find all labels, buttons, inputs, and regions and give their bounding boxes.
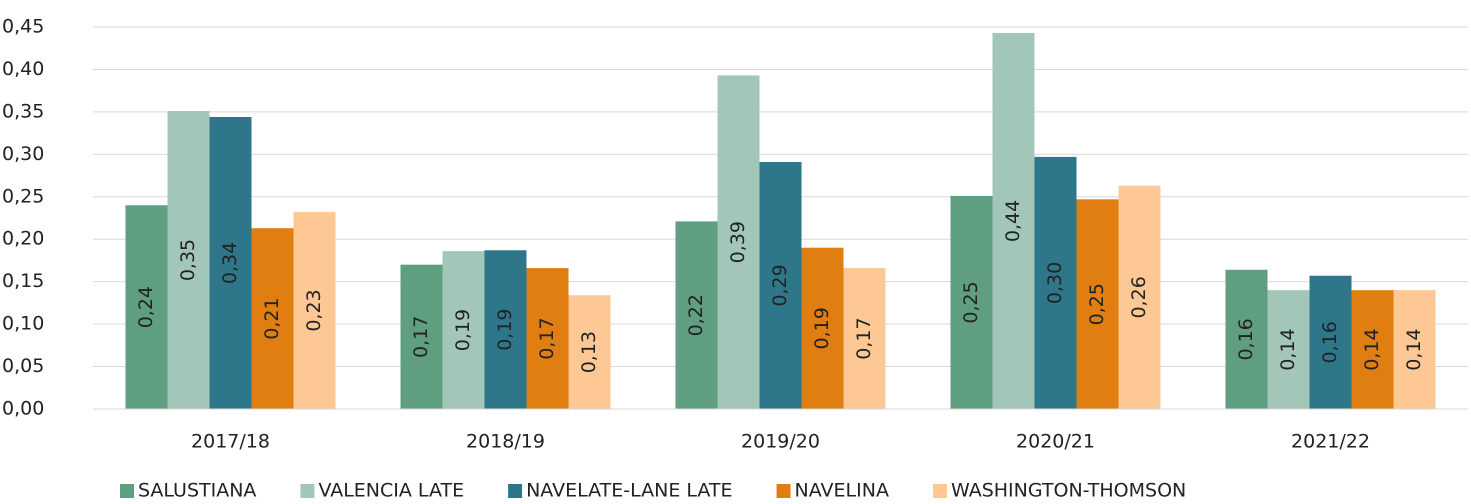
data-label: 0,19 — [811, 307, 833, 349]
x-tick-label: 2021/22 — [1291, 431, 1370, 453]
bar — [293, 212, 336, 409]
bar — [1267, 290, 1310, 409]
x-tick-label: 2019/20 — [741, 431, 820, 453]
data-label: 0,16 — [1235, 318, 1257, 360]
data-label: 0,26 — [1128, 276, 1150, 318]
y-tick-label: 0,45 — [2, 16, 44, 38]
data-label: 0,44 — [1002, 200, 1024, 242]
legend-label: NAVELINA — [795, 480, 889, 502]
data-label: 0,19 — [452, 309, 474, 351]
y-tick-label: 0,35 — [2, 100, 44, 122]
data-label: 0,34 — [219, 242, 241, 284]
data-label: 0,17 — [853, 317, 875, 359]
data-label: 0,14 — [1277, 328, 1299, 370]
bar — [526, 268, 569, 409]
bar — [125, 205, 168, 409]
data-label: 0,23 — [303, 289, 325, 331]
legend-swatch — [508, 484, 523, 498]
legend-label: SALUSTIANA — [138, 480, 256, 502]
data-label: 0,19 — [494, 308, 516, 350]
bar — [843, 268, 886, 409]
y-tick-label: 0,20 — [2, 228, 44, 250]
data-label: 0,21 — [261, 297, 283, 339]
data-label: 0,22 — [685, 294, 707, 336]
legend-swatch — [932, 484, 947, 498]
data-label: 0,25 — [1086, 283, 1108, 325]
legend-swatch — [300, 484, 315, 498]
legend-swatch — [776, 484, 791, 498]
data-label: 0,17 — [410, 316, 432, 358]
bar — [759, 161, 802, 409]
data-label: 0,25 — [960, 281, 982, 323]
legend-label: WASHINGTON-THOMSON — [951, 480, 1186, 502]
y-tick-label: 0,25 — [2, 185, 44, 207]
bar — [675, 221, 718, 409]
bar — [1118, 185, 1161, 409]
data-label: 0,14 — [1361, 328, 1383, 370]
data-label: 0,35 — [177, 239, 199, 281]
y-tick-label: 0,00 — [2, 398, 44, 420]
y-tick-label: 0,05 — [2, 355, 44, 377]
data-label: 0,14 — [1403, 328, 1425, 370]
bar — [1034, 156, 1077, 409]
data-label: 0,29 — [769, 264, 791, 306]
data-label: 0,17 — [536, 317, 558, 359]
bar — [992, 32, 1035, 409]
bar — [1393, 290, 1436, 409]
bar — [801, 247, 844, 409]
legend-label: NAVELATE-LANE LATE — [526, 480, 732, 502]
x-tick-label: 2020/21 — [1016, 431, 1095, 453]
bar — [400, 264, 443, 409]
bar — [251, 228, 294, 409]
bar — [1076, 199, 1119, 409]
bar — [209, 116, 252, 409]
bar — [717, 75, 760, 410]
bar — [950, 195, 993, 409]
bar — [1351, 290, 1394, 409]
data-label: 0,39 — [727, 221, 749, 263]
x-tick-label: 2018/19 — [466, 431, 545, 453]
x-tick-label: 2017/18 — [191, 431, 270, 453]
y-tick-label: 0,40 — [2, 58, 44, 80]
data-label: 0,13 — [578, 331, 600, 373]
legend-swatch — [120, 484, 134, 498]
bar — [1225, 269, 1268, 409]
data-label: 0,30 — [1044, 262, 1066, 304]
bar — [167, 111, 210, 409]
legend-label: VALENCIA LATE — [318, 480, 464, 502]
data-label: 0,16 — [1319, 321, 1341, 363]
bar — [568, 295, 611, 409]
bar — [484, 250, 527, 409]
bar — [1309, 275, 1352, 409]
data-label: 0,24 — [135, 286, 157, 328]
bar — [442, 251, 485, 409]
y-tick-label: 0,10 — [2, 313, 44, 335]
y-tick-label: 0,15 — [2, 270, 44, 292]
y-tick-label: 0,30 — [2, 143, 44, 165]
